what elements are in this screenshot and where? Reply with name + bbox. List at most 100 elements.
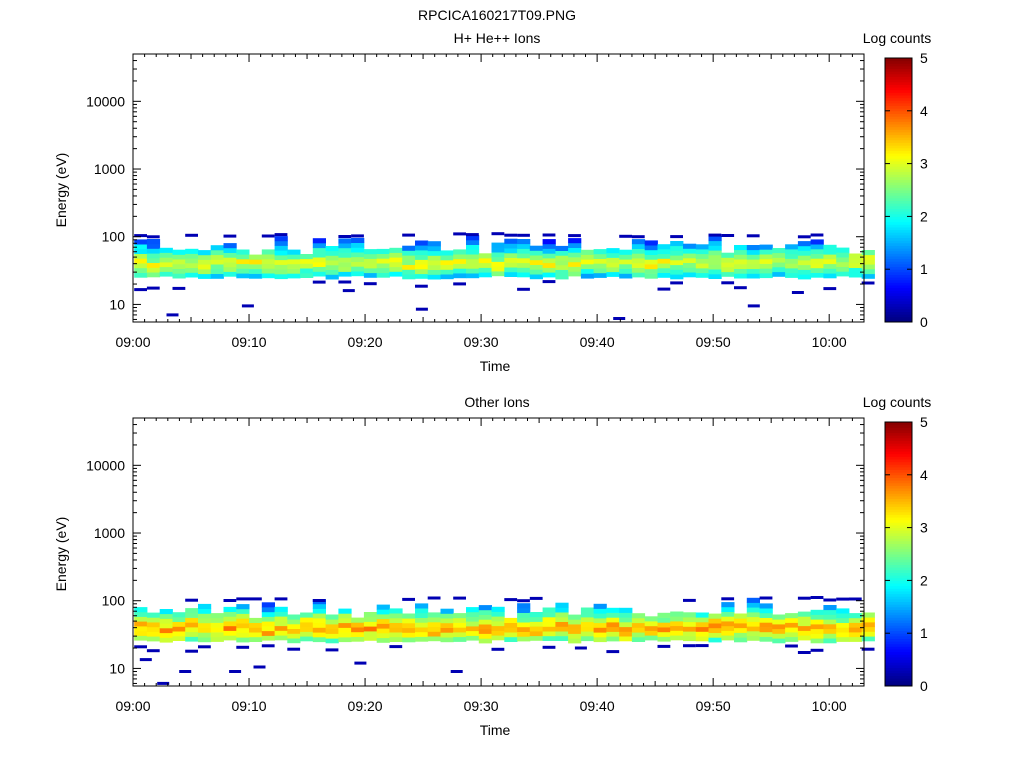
heatmap-cell	[146, 631, 161, 637]
heatmap-cell	[466, 258, 480, 264]
heatmap-cell	[376, 253, 390, 259]
heatmap-cell	[631, 243, 646, 249]
heatmap-cell	[785, 272, 799, 278]
colorbar-segment	[885, 498, 912, 502]
heatmap-cell	[797, 630, 812, 636]
heatmap-cell	[287, 638, 301, 644]
heatmap-cell	[759, 244, 773, 250]
heatmap-cell	[376, 623, 390, 629]
colorbar-segment	[885, 564, 912, 568]
heatmap-cell	[555, 260, 569, 266]
colorbar-segment	[885, 466, 912, 471]
heatmap-cell	[810, 258, 824, 264]
heatmap-cell	[402, 233, 415, 237]
heatmap-cell	[478, 638, 492, 644]
colorbar-segment	[885, 543, 912, 547]
heatmap-cell	[491, 232, 505, 236]
heatmap-cell	[351, 631, 365, 637]
heatmap-cell	[491, 247, 505, 253]
heatmap-cell	[210, 632, 224, 638]
heatmap-cell	[772, 638, 786, 644]
heatmap-cell	[249, 264, 263, 270]
heatmap-cell	[517, 607, 531, 613]
heatmap-cell	[172, 286, 186, 290]
heatmap-cell	[440, 269, 454, 275]
heatmap-cell	[354, 661, 367, 665]
heatmap-cell	[312, 603, 326, 609]
heatmap-cell	[338, 257, 352, 263]
colorbar-segment	[885, 171, 912, 175]
heatmap-cell	[517, 622, 531, 628]
heatmap-cell	[491, 621, 505, 627]
heatmap-cell	[440, 613, 454, 619]
heatmap-cell	[236, 618, 250, 624]
heatmap-cell	[631, 272, 646, 278]
heatmap-cell	[210, 245, 224, 251]
colorbar: 0 1 2 3 4 5	[884, 414, 928, 694]
heatmap-cell	[287, 628, 301, 634]
heatmap-cell	[325, 250, 339, 256]
heatmap-cell	[568, 247, 582, 253]
heatmap-cell	[491, 271, 505, 277]
heatmap-cell	[274, 625, 288, 631]
heatmap-cell	[453, 232, 466, 236]
heatmap-cell	[312, 238, 326, 244]
heatmap-cell	[415, 608, 429, 614]
heatmap-cell	[529, 626, 543, 632]
heatmap-cell	[606, 636, 620, 642]
heatmap-cell	[797, 269, 812, 275]
heatmap-cell	[210, 250, 224, 256]
heatmap-cell	[253, 665, 266, 669]
heatmap-cell	[312, 247, 326, 253]
heatmap-cell	[312, 252, 326, 258]
heatmap-cell	[198, 273, 212, 279]
heatmap-cell	[427, 241, 441, 247]
heatmap-cell	[287, 633, 301, 639]
heatmap-cell	[134, 267, 148, 273]
heatmap-cell	[670, 616, 684, 622]
heatmap-cell	[300, 636, 314, 642]
heatmap-cell	[542, 262, 556, 268]
heatmap-cell	[631, 613, 646, 619]
heatmap-cell	[683, 248, 697, 254]
heatmap-cell	[415, 636, 429, 642]
colorbar-segment	[885, 551, 912, 555]
heatmap-cell	[734, 259, 748, 265]
colorbar-segment	[885, 282, 912, 286]
heatmap-cell	[606, 622, 620, 628]
colorbar-segment	[885, 461, 912, 465]
heatmap-cell	[759, 627, 773, 633]
heatmap-cell	[810, 248, 824, 254]
heatmap-cell	[185, 267, 199, 273]
colorbar-segment	[885, 490, 912, 494]
heatmap-cell	[772, 633, 786, 639]
colorbar-segment	[885, 213, 912, 217]
heatmap-cell	[568, 261, 582, 267]
heatmap-cell	[236, 273, 250, 279]
heatmap-cell	[848, 272, 863, 278]
colorbar-segment	[885, 205, 912, 209]
heatmap-cell	[797, 241, 812, 247]
heatmap-cell	[389, 247, 403, 253]
heatmap-cell	[274, 259, 288, 265]
colorbar-segment	[885, 187, 912, 191]
heatmap-cell	[708, 618, 722, 624]
colorbar-segment	[885, 182, 912, 186]
heatmap-cell	[402, 259, 416, 265]
colorbar-segment	[885, 477, 912, 481]
heatmap-cell	[708, 240, 722, 246]
colorbar-segment	[885, 208, 912, 212]
colorbar-segment	[885, 266, 912, 270]
colorbar-segment	[885, 635, 912, 639]
colorbar-segment	[885, 258, 912, 262]
heatmap-cell	[619, 617, 633, 623]
colorbar-segment	[885, 625, 912, 629]
heatmap-cell	[223, 630, 237, 636]
heatmap-cell	[631, 253, 646, 259]
heatmap-cell	[325, 638, 339, 644]
colorbar-segment	[885, 237, 912, 241]
heatmap-cell	[823, 244, 837, 250]
colorbar-segment	[885, 311, 912, 315]
heatmap-cell	[466, 607, 480, 613]
colorbar-segment	[885, 303, 912, 307]
